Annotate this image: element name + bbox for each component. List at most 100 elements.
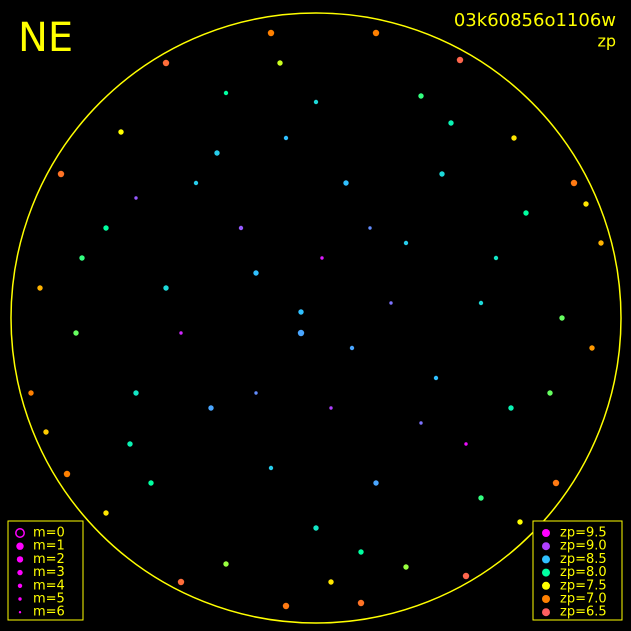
star xyxy=(313,99,319,105)
star xyxy=(208,405,214,411)
m-legend-marker xyxy=(16,542,24,550)
star xyxy=(523,210,529,216)
star xyxy=(238,225,244,231)
zp-legend-label: zp=7.0 xyxy=(560,592,607,607)
zp-legend-marker xyxy=(542,555,550,564)
zp-legend-marker xyxy=(542,581,550,590)
star xyxy=(547,390,553,396)
star xyxy=(320,256,324,260)
star xyxy=(133,390,139,396)
star xyxy=(328,579,334,585)
m-legend-marker xyxy=(17,583,23,588)
star xyxy=(177,578,185,586)
star xyxy=(214,150,220,156)
m-legend-label: m=6 xyxy=(33,605,65,620)
star xyxy=(193,180,199,186)
m-legend-label: m=2 xyxy=(33,552,65,567)
star xyxy=(373,480,379,486)
star xyxy=(103,225,109,231)
m-legend-label: m=4 xyxy=(33,578,65,593)
star xyxy=(28,390,34,396)
m-legend-label: m=1 xyxy=(33,539,65,554)
star xyxy=(403,564,409,570)
zp-legend-marker xyxy=(542,595,550,603)
star xyxy=(493,255,499,261)
star xyxy=(403,240,409,246)
legends: m=0m=1m=2m=3m=4m=5m=6zp=9.5zp=9.0zp=8.5z… xyxy=(15,526,607,620)
direction-label: NE xyxy=(18,15,73,61)
metric-label: zp xyxy=(597,32,616,51)
star xyxy=(223,90,229,96)
m-legend-label: m=3 xyxy=(33,565,65,580)
m-legend-marker xyxy=(17,569,23,576)
star xyxy=(570,179,578,187)
star xyxy=(254,391,258,395)
star xyxy=(73,330,79,336)
m-legend-marker xyxy=(16,556,24,563)
zp-legend-label: zp=8.0 xyxy=(560,565,607,580)
star xyxy=(127,441,133,447)
star xyxy=(598,240,604,246)
star-field xyxy=(28,29,604,610)
star xyxy=(418,93,424,99)
star xyxy=(313,525,319,531)
star xyxy=(462,572,470,580)
star xyxy=(349,345,355,351)
star xyxy=(267,29,275,37)
star xyxy=(343,180,349,186)
m-legend-marker xyxy=(15,528,25,538)
star xyxy=(148,480,154,486)
star xyxy=(79,255,85,261)
star xyxy=(268,465,274,471)
m-legend-label: m=0 xyxy=(33,526,65,541)
field-circle xyxy=(10,12,622,624)
star xyxy=(162,59,170,67)
star xyxy=(508,405,514,411)
star xyxy=(433,375,439,381)
zp-legend-label: zp=6.5 xyxy=(560,605,607,620)
m-legend-label: m=5 xyxy=(33,592,65,607)
star xyxy=(282,602,290,610)
star xyxy=(283,135,289,141)
star xyxy=(478,495,484,501)
star xyxy=(448,120,454,126)
star xyxy=(329,406,333,410)
star xyxy=(357,599,365,607)
star xyxy=(589,345,595,351)
m-legend-marker xyxy=(18,597,22,601)
star xyxy=(464,442,468,446)
zp-legend-label: zp=8.5 xyxy=(560,552,607,567)
star xyxy=(298,309,304,315)
zp-legend-label: zp=7.5 xyxy=(560,578,607,593)
star xyxy=(179,331,183,335)
star xyxy=(439,171,445,177)
star xyxy=(37,285,43,291)
star xyxy=(43,429,49,435)
star xyxy=(389,301,393,305)
frame-id: 03k60856o1106w xyxy=(454,10,616,31)
star xyxy=(57,170,65,178)
star xyxy=(552,479,560,487)
star xyxy=(63,470,71,478)
star xyxy=(368,226,372,230)
star xyxy=(583,201,589,207)
zp-legend-marker xyxy=(542,608,550,617)
star xyxy=(277,60,283,66)
star xyxy=(372,29,380,37)
star xyxy=(517,519,523,525)
star xyxy=(118,129,124,135)
star xyxy=(134,196,138,200)
star xyxy=(419,421,423,425)
star xyxy=(559,315,565,321)
star xyxy=(297,329,305,337)
zp-legend-marker xyxy=(542,529,550,537)
zp-legend-label: zp=9.5 xyxy=(560,526,607,541)
star xyxy=(223,561,229,567)
star xyxy=(478,300,484,306)
star xyxy=(163,285,169,291)
star xyxy=(456,56,464,64)
star xyxy=(103,510,109,516)
zp-legend-marker xyxy=(542,568,550,577)
star xyxy=(358,549,364,555)
